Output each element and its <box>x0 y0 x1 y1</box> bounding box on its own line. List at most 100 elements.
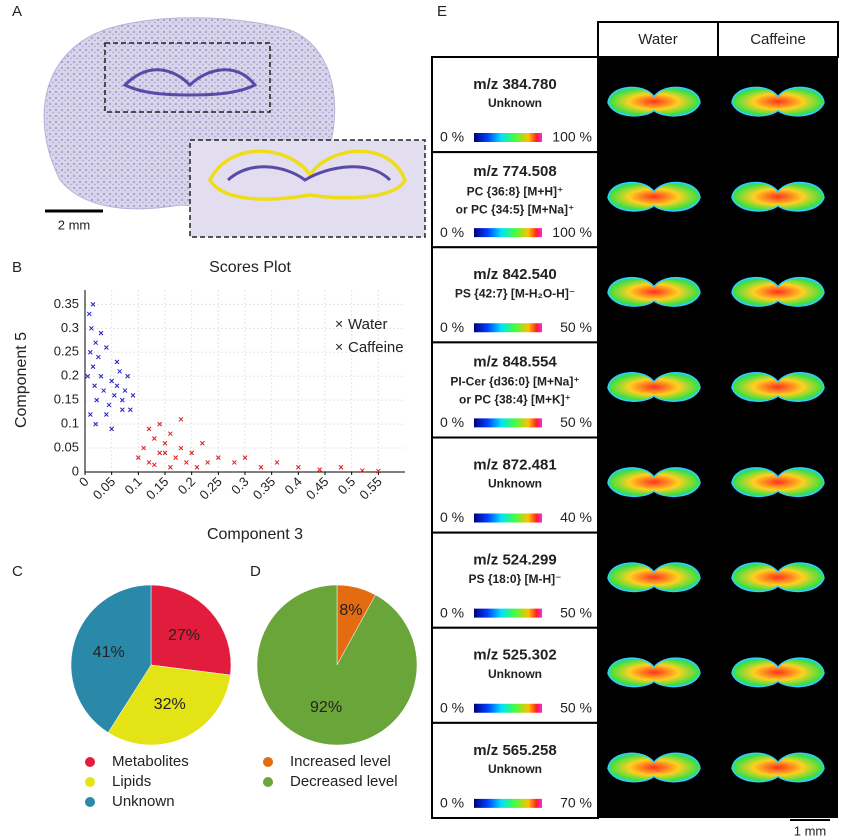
point <box>98 373 104 379</box>
x-tick-label: 0.1 <box>121 474 144 497</box>
annotation: PS {18:0} [M-H]⁻ <box>468 572 561 586</box>
colorbar-max: 70 % <box>560 795 592 811</box>
data-label: 92% <box>310 699 342 716</box>
point <box>199 440 205 446</box>
x-tick-label: 0.55 <box>356 474 385 503</box>
point <box>109 426 115 432</box>
point <box>151 436 157 441</box>
point <box>114 383 120 389</box>
tissue-image <box>731 181 825 212</box>
column-header: Water <box>638 31 677 48</box>
point <box>295 464 301 470</box>
y-tick-label: 0.25 <box>54 344 79 359</box>
x-tick-label: 0.35 <box>250 474 279 503</box>
colorbar-max: 50 % <box>560 604 592 620</box>
point <box>98 330 104 336</box>
y-tick-label: 0.1 <box>61 416 79 431</box>
colorbar <box>474 798 542 808</box>
point <box>157 450 163 456</box>
legend-marker: × <box>335 339 343 355</box>
colorbar <box>474 133 542 142</box>
y-tick-label: 0.35 <box>54 296 79 311</box>
x-tick-label: 0.3 <box>228 474 251 497</box>
point <box>141 445 147 451</box>
mz-label: m/z 872.481 <box>473 456 556 473</box>
point <box>157 421 163 427</box>
tissue-image <box>731 276 825 307</box>
point <box>95 354 101 360</box>
brain-section <box>43 17 426 238</box>
y-tick-label: 0.05 <box>54 439 79 454</box>
tissue-image <box>607 657 701 688</box>
legend-marker <box>85 797 95 807</box>
mz-label: m/z 848.554 <box>473 353 557 370</box>
annotation: Unknown <box>488 477 542 491</box>
point <box>167 464 173 470</box>
point <box>125 373 131 379</box>
column-header: Caffeine <box>750 31 806 48</box>
point <box>317 467 323 472</box>
colorbar-min: 0 % <box>440 604 464 620</box>
tissue-image <box>607 372 701 402</box>
point <box>162 440 168 446</box>
point <box>173 455 179 460</box>
point <box>92 383 97 389</box>
annotation: PC {36:8} [M+H]⁺ <box>467 184 564 198</box>
point <box>109 378 115 384</box>
point <box>183 460 189 465</box>
x-tick-label: 0.05 <box>90 474 119 503</box>
scale-label: 2 mm <box>58 217 91 232</box>
colorbar-max: 50 % <box>560 319 592 335</box>
colorbar <box>474 418 542 428</box>
colorbar-min: 0 % <box>440 699 464 715</box>
point <box>85 373 91 379</box>
annotation: Unknown <box>488 96 542 110</box>
legend-label: Metabolites <box>112 753 189 770</box>
tissue-image <box>731 562 825 593</box>
annotation: or PC {34:5} [M+Na]⁺ <box>456 202 575 216</box>
point <box>106 402 112 408</box>
legend-label: Caffeine <box>348 339 404 356</box>
colorbar <box>474 608 542 618</box>
panel-e <box>597 21 839 821</box>
point <box>258 464 264 470</box>
point <box>89 325 94 331</box>
tissue-image <box>607 562 701 593</box>
point <box>274 460 280 465</box>
point <box>103 345 109 350</box>
point <box>215 455 221 460</box>
point <box>101 388 107 393</box>
panel-label: E <box>437 3 447 20</box>
y-tick-label: 0.2 <box>61 368 79 383</box>
colorbar <box>474 323 542 333</box>
point <box>122 388 128 393</box>
colorbar-max: 100 % <box>552 224 592 240</box>
point <box>205 460 211 465</box>
colorbar-max: 50 % <box>560 699 592 715</box>
legend-marker <box>263 777 273 787</box>
point <box>93 421 99 427</box>
mz-label: m/z 565.258 <box>473 742 556 759</box>
legend-label: Lipids <box>112 773 151 790</box>
annotation: or PC {38:4} [M+K]⁺ <box>459 393 571 407</box>
panel-label: A <box>12 3 22 20</box>
tissue-image <box>731 657 825 688</box>
tissue-image <box>607 86 701 117</box>
data-label: 27% <box>168 627 200 644</box>
tissue-image <box>607 752 701 783</box>
tissue-image <box>731 86 825 117</box>
point <box>146 426 152 432</box>
colorbar-max: 50 % <box>560 414 592 430</box>
pie-slice <box>256 584 418 746</box>
x-tick-label: 0.15 <box>143 474 172 503</box>
data-label: 8% <box>339 602 362 619</box>
point <box>90 302 96 307</box>
point <box>375 468 381 474</box>
annotation: Unknown <box>488 667 542 681</box>
y-tick-label: 0.3 <box>61 320 79 335</box>
mz-label: m/z 524.299 <box>473 552 556 569</box>
legend-label: Unknown <box>112 793 175 810</box>
point <box>103 412 109 417</box>
point <box>135 455 141 460</box>
y-tick-label: 0.15 <box>54 392 79 407</box>
